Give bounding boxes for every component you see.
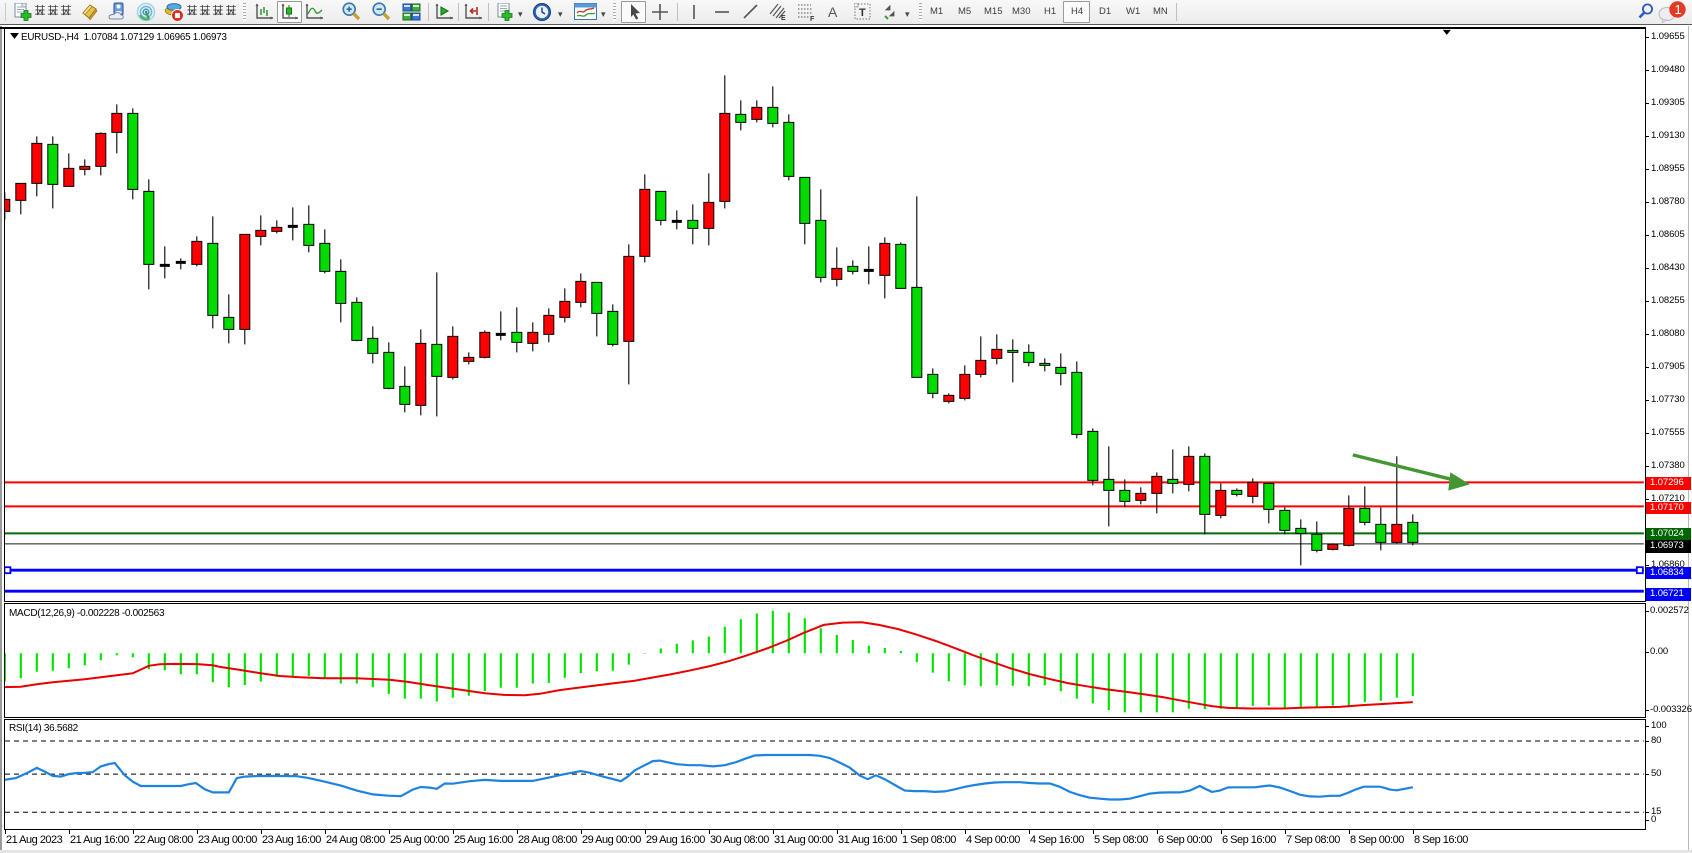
svg-text:F: F [810, 16, 815, 22]
svg-text:E: E [781, 15, 786, 22]
svg-text:T: T [859, 7, 866, 19]
svg-text:1: 1 [1675, 2, 1682, 17]
